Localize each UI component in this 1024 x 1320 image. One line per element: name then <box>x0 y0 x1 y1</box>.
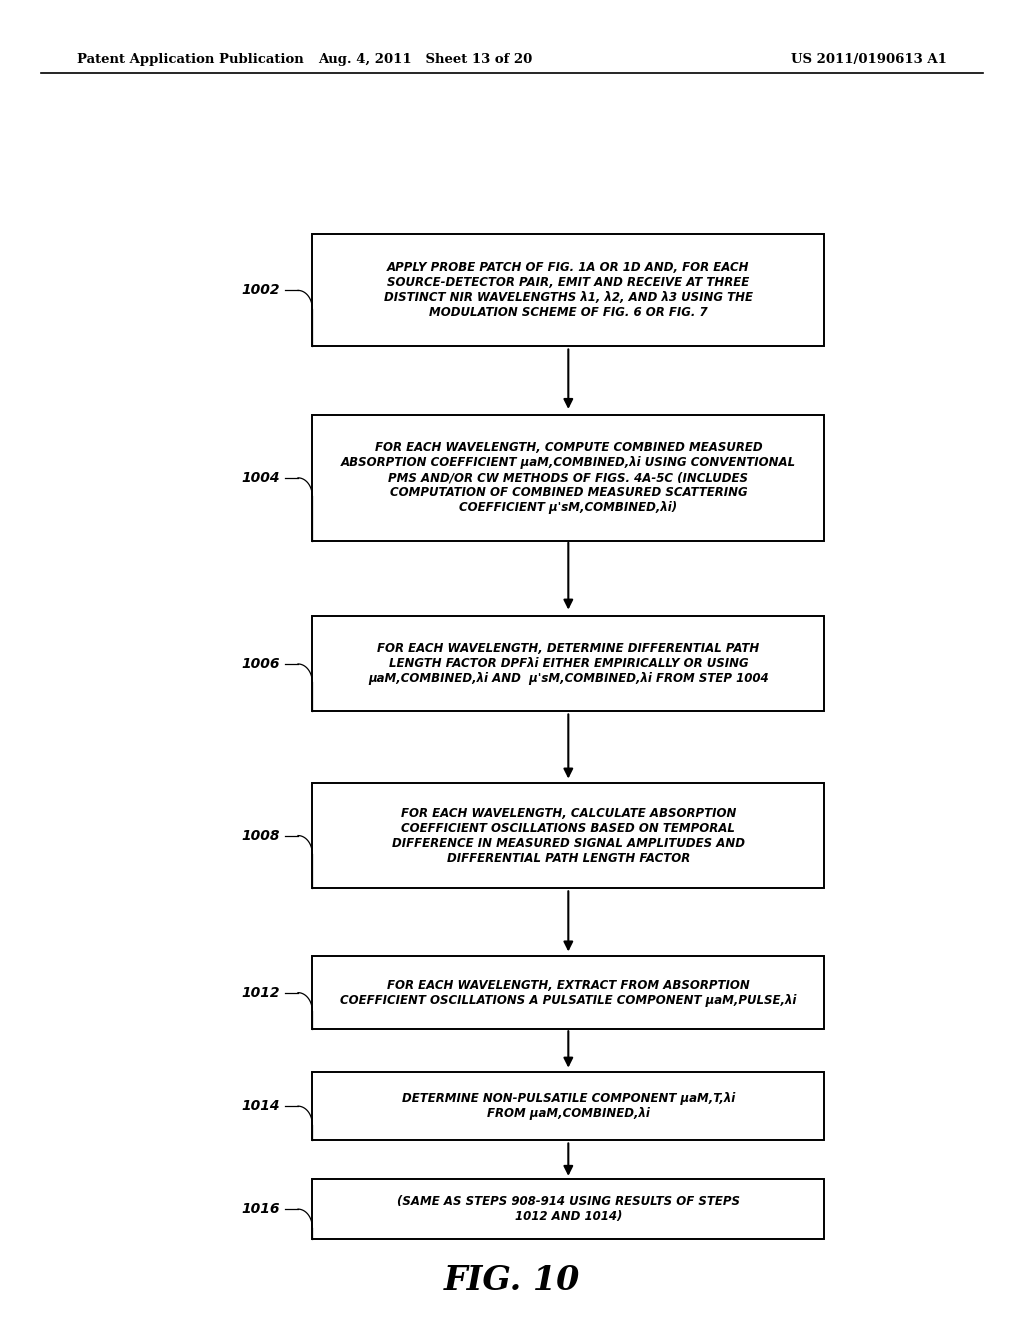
Text: 1008: 1008 <box>241 829 280 842</box>
FancyBboxPatch shape <box>312 414 824 541</box>
Text: 1014: 1014 <box>241 1100 280 1113</box>
Text: 1016: 1016 <box>241 1203 280 1216</box>
FancyBboxPatch shape <box>312 956 824 1030</box>
Text: 1004: 1004 <box>241 471 280 484</box>
Text: 1006: 1006 <box>241 657 280 671</box>
FancyBboxPatch shape <box>312 1180 824 1238</box>
Text: DETERMINE NON-PULSATILE COMPONENT μaM,T,λi
FROM μaM,COMBINED,λi: DETERMINE NON-PULSATILE COMPONENT μaM,T,… <box>401 1092 735 1121</box>
Text: FIG. 10: FIG. 10 <box>443 1265 581 1296</box>
Text: FOR EACH WAVELENGTH, COMPUTE COMBINED MEASURED
ABSORPTION COEFFICIENT μaM,COMBIN: FOR EACH WAVELENGTH, COMPUTE COMBINED ME… <box>341 441 796 515</box>
FancyBboxPatch shape <box>312 783 824 888</box>
Text: 1002: 1002 <box>241 284 280 297</box>
Text: US 2011/0190613 A1: US 2011/0190613 A1 <box>792 53 947 66</box>
FancyBboxPatch shape <box>312 616 824 711</box>
Text: (SAME AS STEPS 908-914 USING RESULTS OF STEPS
1012 AND 1014): (SAME AS STEPS 908-914 USING RESULTS OF … <box>397 1195 739 1224</box>
Text: FOR EACH WAVELENGTH, DETERMINE DIFFERENTIAL PATH
LENGTH FACTOR DPFλi EITHER EMPI: FOR EACH WAVELENGTH, DETERMINE DIFFERENT… <box>368 643 769 685</box>
FancyBboxPatch shape <box>312 235 824 346</box>
Text: APPLY PROBE PATCH OF FIG. 1A OR 1D AND, FOR EACH
SOURCE-DETECTOR PAIR, EMIT AND : APPLY PROBE PATCH OF FIG. 1A OR 1D AND, … <box>384 261 753 319</box>
Text: FOR EACH WAVELENGTH, CALCULATE ABSORPTION
COEFFICIENT OSCILLATIONS BASED ON TEMP: FOR EACH WAVELENGTH, CALCULATE ABSORPTIO… <box>392 807 744 865</box>
FancyBboxPatch shape <box>312 1072 824 1140</box>
Text: FOR EACH WAVELENGTH, EXTRACT FROM ABSORPTION
COEFFICIENT OSCILLATIONS A PULSATIL: FOR EACH WAVELENGTH, EXTRACT FROM ABSORP… <box>340 978 797 1007</box>
Text: Aug. 4, 2011   Sheet 13 of 20: Aug. 4, 2011 Sheet 13 of 20 <box>317 53 532 66</box>
Text: 1012: 1012 <box>241 986 280 999</box>
Text: Patent Application Publication: Patent Application Publication <box>77 53 303 66</box>
